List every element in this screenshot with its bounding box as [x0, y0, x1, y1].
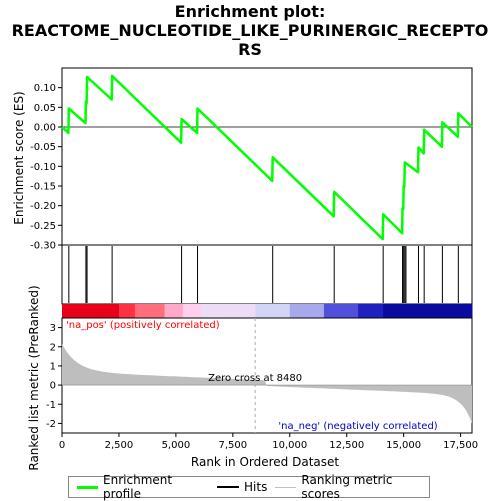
x-tick-label: 15,000: [386, 440, 421, 451]
enrichment-profile-line: [61, 74, 473, 241]
es-tick-label: 0.05: [34, 103, 56, 114]
es-axis-label: Enrichment score (ES): [12, 91, 26, 224]
legend-green-line: [77, 485, 99, 489]
zero-cross-label: Zero cross at 8480: [208, 373, 302, 384]
heat-segment: [200, 304, 257, 318]
es-tick-label: -0.25: [30, 221, 56, 232]
es-tick-label: -0.05: [30, 142, 56, 153]
legend-gray-line: [275, 486, 297, 488]
metric-tick-label: 0: [50, 381, 56, 392]
legend-label-hits: Hits: [244, 480, 268, 494]
legend-hits: Hits: [217, 480, 267, 494]
es-tick-label: -0.15: [30, 182, 56, 193]
heat-segment: [289, 304, 325, 318]
x-tick-label: 2,500: [105, 440, 134, 451]
hits-panel: [61, 244, 473, 305]
legend-black-line: [217, 486, 240, 488]
legend-label-metric: Ranking metric scores: [301, 473, 393, 501]
x-tick-label: 0: [59, 440, 65, 451]
pos-label: 'na_pos' (positively correlated): [66, 320, 220, 331]
metric-axis-label: Ranked list metric (PreRanked): [27, 285, 41, 470]
es-tick-label: 0.10: [34, 83, 56, 94]
x-tick-label: 12,500: [329, 440, 364, 451]
es-panel: 0.10 0.05 0.00 -0.05 -0.10 -0.15 -0.20 -0.25 -0.…: [30, 67, 473, 252]
heat-segment: [323, 304, 359, 318]
es-tick-label: 0.00: [34, 123, 56, 134]
heat-segment: [182, 304, 202, 318]
metric-panel: Zero cross at 8480 'na_pos' (positively c…: [46, 317, 473, 434]
metric-tick-label: 1: [50, 361, 56, 372]
legend-label-es: Enrichment profile: [103, 473, 173, 501]
metric-tick-label: 2: [50, 342, 56, 353]
legend-enrichment-profile: Enrichment profile: [77, 473, 209, 501]
chart-title: Enrichment plot: REACTOME_NUCLEOTIDE_LIK…: [0, 2, 500, 59]
x-tick-label: 7,500: [219, 440, 248, 451]
x-axis-label: Rank in Ordered Dataset: [191, 455, 339, 469]
heat-segment: [358, 304, 384, 318]
legend: Enrichment profile Hits Ranking metric s…: [68, 473, 430, 501]
es-tick-label: -0.20: [30, 201, 56, 212]
title-line-3: RS: [238, 40, 262, 59]
heat-segment: [383, 304, 450, 318]
heatmap-bar: [62, 304, 473, 318]
x-tick-label: 5,000: [162, 440, 191, 451]
heat-segment: [164, 304, 184, 318]
x-axis: 0 2,500 5,000 7,500 10,000 12,500 15,000 17,500: [59, 433, 478, 451]
title-line-1: Enrichment plot:: [174, 2, 326, 21]
title-line-2: REACTOME_NUCLEOTIDE_LIKE_PURINERGIC_RECE…: [11, 21, 489, 40]
es-frame: [61, 67, 473, 246]
legend-ranking-metric: Ranking metric scores: [275, 473, 429, 501]
heat-segment: [449, 304, 473, 318]
neg-label: 'na_neg' (negatively correlated): [278, 421, 437, 432]
heat-segment: [255, 304, 291, 318]
x-tick-label: 10,000: [272, 440, 307, 451]
heat-segment: [62, 304, 120, 318]
metric-tick-label: -2: [46, 419, 56, 430]
metric-tick-label: -1: [46, 400, 56, 411]
x-tick-label: 17,500: [443, 440, 478, 451]
ranking-metric-area: [62, 343, 472, 424]
es-tick-label: -0.10: [30, 162, 56, 173]
metric-tick-label: 3: [50, 323, 56, 334]
hits-frame: [61, 244, 473, 305]
heat-segment: [118, 304, 136, 318]
heat-segment: [134, 304, 165, 318]
es-tick-label: -0.30: [30, 241, 56, 252]
